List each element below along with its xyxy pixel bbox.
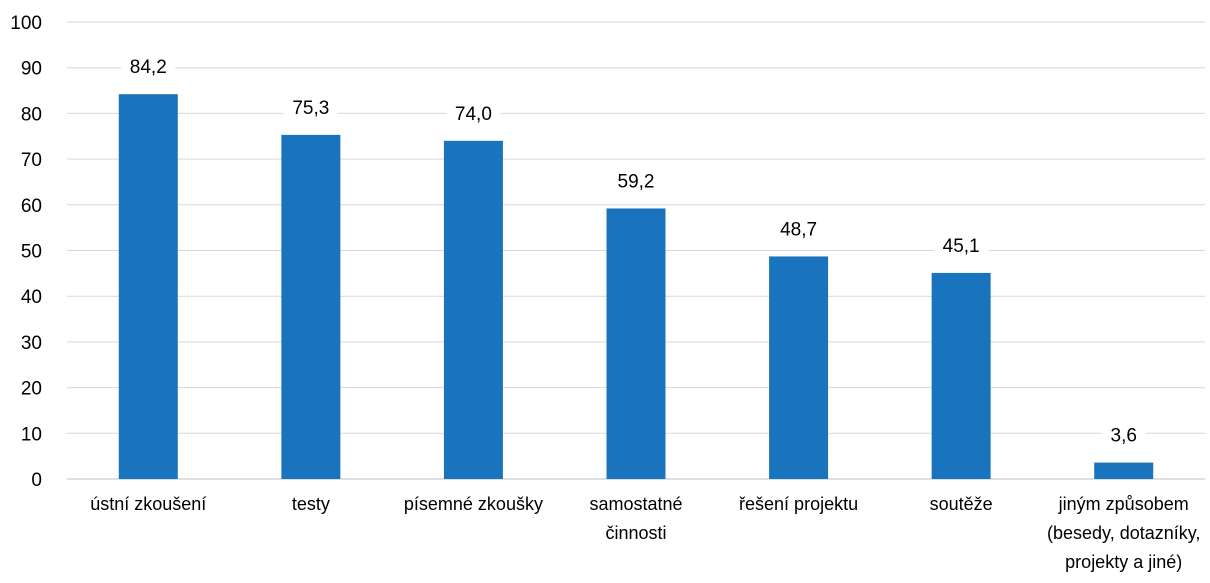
x-tick-label-line: soutěže [930,494,993,514]
data-label: 59,2 [618,171,655,192]
x-tick-label: samostatné činnosti [589,494,682,543]
x-tick-label: jiným způsobem (besedy, dotazníky, projekt… [1047,494,1200,572]
bar [769,256,829,479]
data-label-box [934,230,989,259]
data-label-box [1101,420,1146,449]
x-tick-label-line: písemné zkoušky [404,494,543,514]
data-label: 45,1 [943,236,980,257]
data-label: 84,2 [130,57,167,78]
bar [443,140,503,479]
x-tick-label-line: řešení projektu [739,494,858,514]
bar [1094,462,1154,479]
data-label: 48,7 [780,219,817,240]
x-tick-label: ústní zkoušení [90,494,206,514]
y-tick-label: 90 [21,59,42,80]
bar [606,208,666,479]
y-tick-label: 40 [21,287,42,308]
x-tick-label-line: ústní zkoušení [90,494,206,514]
y-tick-label: 50 [21,242,42,263]
data-label-box [609,166,663,195]
y-tick-label: 10 [21,424,42,445]
x-tick-label-line: jiným způsobem [1058,494,1189,514]
y-tick-label: 20 [21,379,42,400]
y-tick-label: 70 [21,150,42,171]
x-tick-label-line: (besedy, dotazníky, [1047,523,1200,543]
x-tick-label: testy [292,494,330,514]
data-label: 3,6 [1111,426,1137,447]
bar [931,272,991,479]
data-label-box [771,214,826,243]
data-label-box [446,98,501,127]
x-tick-label: písemné zkoušky [404,494,543,514]
x-tick-label-line: samostatné [589,494,682,514]
y-tick-label: 0 [31,470,42,491]
x-tick-label: soutěže [930,494,993,514]
y-tick-label: 100 [10,13,42,34]
y-tick-label: 80 [21,104,42,125]
y-tick-label: 60 [21,196,42,217]
x-tick-label: řešení projektu [739,494,858,514]
data-label-box [121,52,176,81]
x-tick-label-line: testy [292,494,330,514]
data-label: 74,0 [455,104,492,125]
data-label-box [283,92,338,121]
data-label: 75,3 [292,98,329,119]
y-tick-label: 30 [21,333,42,354]
bar [118,94,178,480]
bar [281,134,341,479]
x-tick-label-line: projekty a jiné) [1065,552,1182,572]
x-tick-label-line: činnosti [605,523,666,543]
